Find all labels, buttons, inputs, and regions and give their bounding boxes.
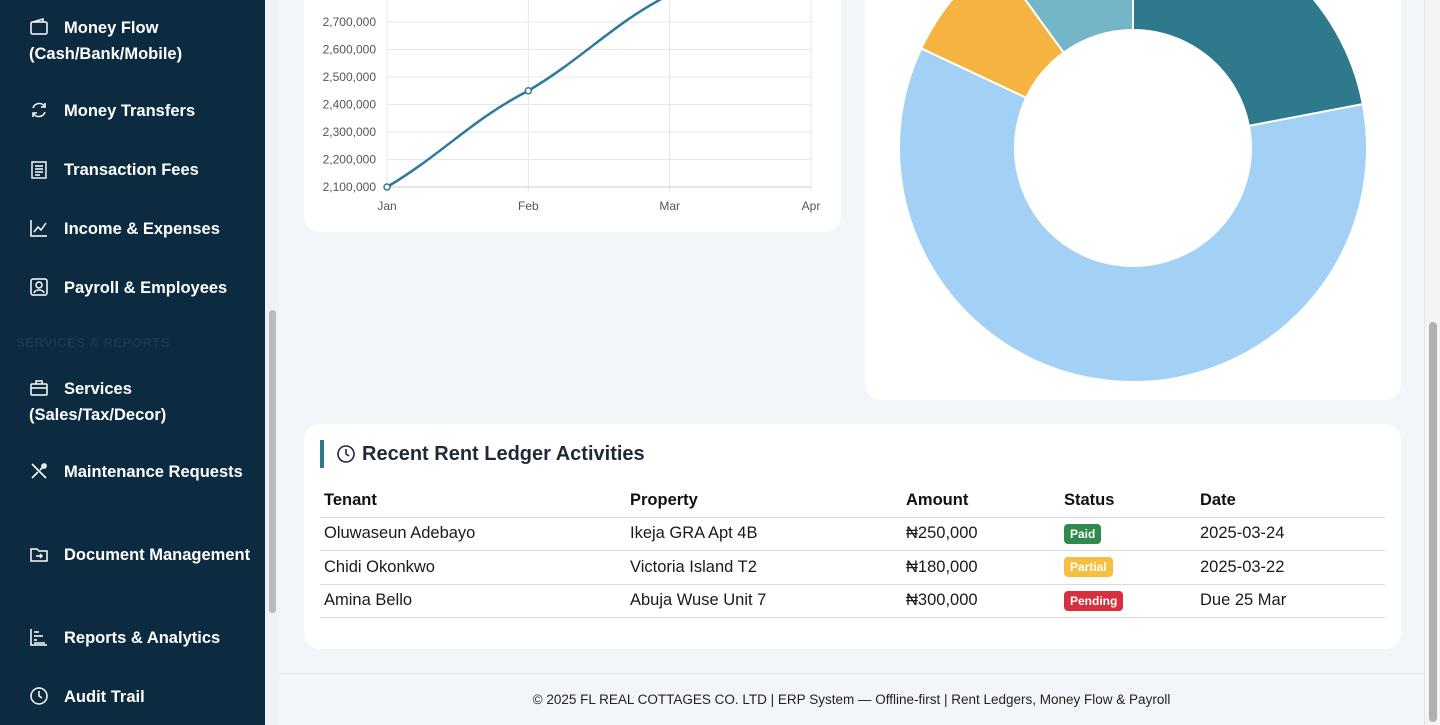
sidebar-item-label: Money Transfers <box>64 102 196 120</box>
x-tick-label: Jan <box>377 199 396 213</box>
donut-slice[interactable] <box>898 47 1368 383</box>
donut-chart <box>898 0 1368 383</box>
y-tick-label: 2,100,000 <box>323 180 377 194</box>
sidebar-item-documents[interactable]: Document Management <box>29 542 259 568</box>
property-cell: Ikeja GRA Apt 4B <box>626 517 902 551</box>
data-point[interactable] <box>524 87 533 95</box>
receipt-icon <box>29 160 49 180</box>
sidebar-item-money-flow[interactable]: Money Flow (Cash/Bank/Mobile) <box>29 15 259 67</box>
date-cell: 2025-03-22 <box>1196 550 1385 585</box>
line-chart: 2,100,000 2,200,000 2,300,000 2,400,000 2,50… <box>323 0 821 213</box>
sidebar-item-services[interactable]: Services (Sales/Tax/Decor) <box>29 376 259 428</box>
status-cell: Paid <box>1060 517 1196 551</box>
ledger-table: Tenant Property Amount Status Date Oluwa… <box>320 484 1385 618</box>
person-card-icon <box>29 277 49 297</box>
y-tick-label: 2,300,000 <box>323 125 377 139</box>
x-tick-label: Apr <box>802 199 821 213</box>
folder-icon <box>29 544 49 564</box>
sidebar-section-label: SERVICES & REPORTS <box>16 335 170 350</box>
donut-slice[interactable] <box>995 0 1134 54</box>
sidebar-item-income-expenses[interactable]: Income & Expenses <box>29 216 259 242</box>
status-cell: Partial <box>1060 550 1196 585</box>
sidebar-item-label: Maintenance Requests <box>64 463 243 481</box>
column-header: Tenant <box>320 484 626 518</box>
sidebar-item-money-transfers[interactable]: Money Transfers <box>29 98 259 124</box>
sidebar-item-label: Income & Expenses <box>64 220 220 238</box>
y-tick-label: 2,200,000 <box>323 153 377 167</box>
column-header: Status <box>1060 484 1196 518</box>
wallet-icon <box>29 17 49 37</box>
property-cell: Victoria Island T2 <box>626 550 902 585</box>
tools-icon <box>29 461 49 481</box>
sidebar-item-transaction-fees[interactable]: Transaction Fees <box>29 157 259 183</box>
page-scrollbar-thumb[interactable] <box>1429 322 1437 722</box>
sidebar-scrollbar-thumb[interactable] <box>269 310 276 613</box>
y-tick-label: 2,500,000 <box>323 70 377 84</box>
footer-text: © 2025 FL REAL COTTAGES CO. LTD | ERP Sy… <box>532 692 1171 707</box>
x-tick-label: Mar <box>659 199 680 213</box>
refresh-icon <box>29 100 49 120</box>
bar-list-icon <box>29 627 49 647</box>
sidebar: Money Flow (Cash/Bank/Mobile) Money Tran… <box>0 0 265 725</box>
y-tick-label: 2,700,000 <box>323 15 377 29</box>
donut-slice[interactable] <box>1132 0 1365 128</box>
status-badge: Pending <box>1064 590 1124 611</box>
sidebar-item-label: Reports & Analytics <box>64 629 221 647</box>
property-cell: Abuja Wuse Unit 7 <box>626 584 902 618</box>
table-row[interactable]: Amina Bello Abuja Wuse Unit 7 ₦300,000 P… <box>320 584 1385 618</box>
y-tick-label: 2,400,000 <box>323 98 377 112</box>
status-badge: Partial <box>1064 557 1113 578</box>
sidebar-item-label: Money Flow (Cash/Bank/Mobile) <box>29 19 183 63</box>
amount-cell: ₦300,000 <box>902 584 1060 618</box>
table-row[interactable]: Chidi Okonkwo Victoria Island T2 ₦180,00… <box>320 550 1385 585</box>
amount-cell: ₦180,000 <box>902 550 1060 585</box>
history-icon <box>337 445 355 463</box>
date-cell: 2025-03-24 <box>1196 517 1385 551</box>
sidebar-item-label: Payroll & Employees <box>64 279 228 297</box>
tenant-cell: Chidi Okonkwo <box>320 550 626 585</box>
sidebar-item-audit-trail[interactable]: Audit Trail <box>29 684 259 710</box>
tenant-cell: Amina Bello <box>320 584 626 618</box>
column-header: Property <box>626 484 902 518</box>
amount-cell: ₦250,000 <box>902 517 1060 551</box>
status-cell: Pending <box>1060 584 1196 618</box>
table-row[interactable]: Oluwaseun Adebayo Ikeja GRA Apt 4B ₦250,… <box>320 517 1385 551</box>
sidebar-item-label: Transaction Fees <box>64 161 199 179</box>
column-header: Amount <box>902 484 1060 518</box>
data-point[interactable] <box>383 183 391 191</box>
briefcase-icon <box>29 378 49 398</box>
donut-slice[interactable] <box>919 0 1066 100</box>
sidebar-item-label: Audit Trail <box>64 688 145 706</box>
sidebar-item-label: Document Management <box>64 546 251 564</box>
y-tick-label: 2,600,000 <box>323 43 377 57</box>
sidebar-item-reports[interactable]: Reports & Analytics <box>29 625 259 651</box>
sidebar-item-maintenance[interactable]: Maintenance Requests <box>29 459 259 485</box>
date-cell: Due 25 Mar <box>1196 584 1385 618</box>
sidebar-item-payroll[interactable]: Payroll & Employees <box>29 275 259 301</box>
status-badge: Paid <box>1064 523 1102 544</box>
clock-icon <box>29 686 49 706</box>
column-header: Date <box>1196 484 1385 518</box>
ledger-title-bar: Recent Rent Ledger Activities <box>320 440 645 468</box>
page-footer: © 2025 FL REAL COTTAGES CO. LTD | ERP Sy… <box>279 673 1424 725</box>
tenant-cell: Oluwaseun Adebayo <box>320 517 626 551</box>
line-chart-icon <box>29 218 49 238</box>
sidebar-item-label: Services (Sales/Tax/Decor) <box>29 380 167 424</box>
ledger-title: Recent Rent Ledger Activities <box>362 442 645 465</box>
table-header-row: Tenant Property Amount Status Date <box>320 484 1385 518</box>
x-tick-label: Feb <box>518 199 539 213</box>
line-chart-card <box>304 0 841 232</box>
